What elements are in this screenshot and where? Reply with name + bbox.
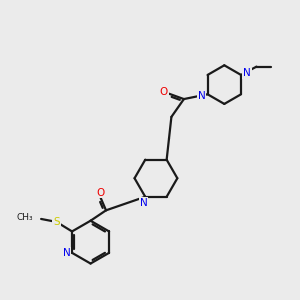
Text: N: N: [140, 198, 148, 208]
Text: O: O: [97, 188, 105, 197]
Text: O: O: [160, 87, 168, 97]
Text: N: N: [243, 68, 251, 79]
Text: S: S: [53, 217, 60, 227]
Text: CH₃: CH₃: [16, 213, 33, 222]
Text: N: N: [198, 91, 206, 101]
Text: N: N: [63, 248, 70, 258]
